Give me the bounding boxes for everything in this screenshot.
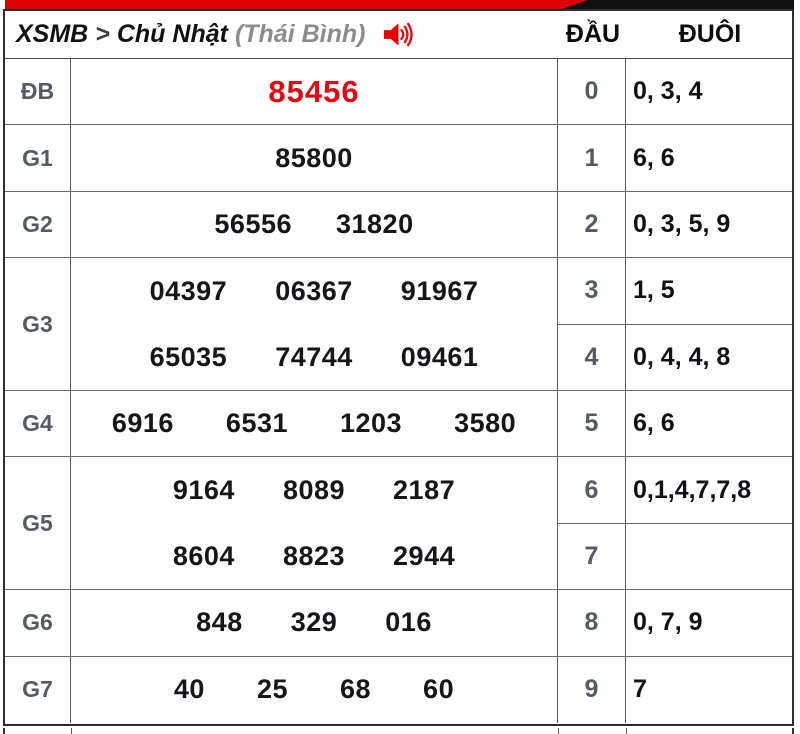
prize-number: 65035 [149, 341, 228, 372]
top-accent-bar [5, 0, 794, 9]
duoi-values-2: 0, 3, 5, 9 [626, 192, 792, 259]
prize-number-line: 6916 6531 1203 3580 [71, 408, 557, 439]
prize-values-g3: 04397 06367 91967 65035 74744 09461 [71, 258, 558, 391]
dau-digit-5: 5 [558, 391, 626, 458]
prize-number: 9164 [172, 474, 235, 505]
prize-number-line: 40 25 68 60 [71, 674, 557, 705]
prize-number: 2187 [393, 474, 456, 505]
province-label: (Thái Bình) [234, 20, 366, 48]
prize-number: 8604 [172, 540, 235, 571]
dau-digit-9: 9 [558, 656, 626, 723]
duoi-values-1: 6, 6 [626, 125, 792, 192]
prize-label-g7: G7 [5, 656, 71, 723]
duoi-values-5: 6, 6 [626, 391, 792, 458]
prize-number: 25 [256, 674, 288, 705]
dau-column-header: ĐẦU [565, 20, 621, 48]
duoi-values-0: 0, 3, 4 [626, 59, 792, 126]
speaker-icon[interactable] [382, 21, 414, 48]
prize-number: 2944 [393, 540, 456, 571]
prize-number: 40 [173, 674, 205, 705]
chevron-separator: > [95, 20, 110, 48]
prize-number-line: 9164 8089 2187 [71, 475, 557, 506]
prize-number: 56556 [214, 208, 292, 239]
duoi-values-8: 0, 7, 9 [626, 590, 792, 657]
brand-label: XSMB [16, 20, 89, 48]
special-prize-number-line: 85456 [71, 74, 557, 110]
draw-day-label: Chủ Nhật [116, 20, 228, 48]
prize-number-line: 65035 74744 09461 [71, 342, 557, 373]
prize-values-g1: 85800 [71, 125, 558, 192]
prize-number: 6916 [111, 408, 174, 439]
prize-label-g2: G2 [5, 191, 71, 259]
dau-digit-7: 7 [558, 523, 626, 591]
prize-number-line: 848 329 016 [71, 607, 557, 638]
prize-label-đb: ĐB [5, 59, 71, 126]
prize-values-g4: 6916 6531 1203 3580 [71, 391, 558, 458]
prize-number: 1203 [340, 408, 403, 439]
results-header: XSMB > Chủ Nhật (Thái Bình) ĐẦU ĐUÔI [5, 11, 792, 59]
duoi-values-7 [626, 524, 792, 591]
prize-number: 06367 [275, 275, 353, 306]
prize-number-line: 56556 31820 [71, 209, 557, 240]
prize-number: 3580 [454, 408, 517, 439]
prize-number: 91967 [400, 275, 479, 306]
dau-digit-0: 0 [558, 59, 626, 126]
prize-number: 848 [196, 607, 243, 638]
dau-digit-1: 1 [558, 125, 626, 192]
prize-number: 8823 [282, 540, 346, 571]
duoi-column-header: ĐUÔI [678, 20, 742, 48]
prize-values-g7: 40 25 68 60 [71, 656, 558, 723]
dau-digit-4: 4 [558, 324, 626, 391]
results-title: XSMB > Chủ Nhật (Thái Bình) [5, 20, 414, 49]
prize-number: 016 [385, 607, 432, 638]
prize-number: 6531 [225, 408, 288, 439]
prize-number: 74744 [275, 341, 353, 372]
prize-label-g5: G5 [5, 457, 71, 591]
results-grid: ĐB 85456 G1 85800 G2 56556 31820 G3 04397 06367 91… [5, 59, 792, 723]
prize-number-line: 8604 8823 2944 [71, 541, 557, 572]
duoi-values-4: 0, 4, 4, 8 [626, 325, 792, 391]
results-panel: XSMB > Chủ Nhật (Thái Bình) ĐẦU ĐUÔI ĐB 85… [3, 9, 794, 726]
prize-values-g6: 848 329 016 [71, 590, 558, 657]
prize-number: 85800 [275, 142, 353, 173]
prize-number: 68 [340, 674, 372, 705]
prize-number-line: 85800 [71, 143, 557, 174]
dau-digit-6: 6 [558, 457, 626, 524]
prize-number-line: 04397 06367 91967 [71, 276, 557, 307]
prize-values-đb: 85456 [71, 59, 558, 126]
prize-number: 8089 [282, 474, 346, 505]
prize-label-g4: G4 [5, 391, 71, 458]
duoi-values-6: 0,1,4,7,7,8 [626, 457, 792, 524]
prize-label-g3: G3 [5, 258, 71, 391]
dau-digit-8: 8 [558, 590, 626, 657]
prize-number: 09461 [400, 341, 479, 372]
prize-number: 85456 [268, 73, 360, 109]
next-row-cutoff [3, 728, 794, 734]
prize-number: 31820 [336, 208, 414, 239]
dau-digit-2: 2 [558, 191, 626, 259]
prize-values-g2: 56556 31820 [71, 191, 558, 259]
duoi-values-9: 7 [633, 675, 647, 704]
prize-number: 329 [290, 607, 338, 638]
prize-number: 60 [423, 674, 455, 705]
prize-label-g6: G6 [5, 590, 71, 657]
prize-number: 04397 [149, 275, 228, 306]
top-accent-bar-black [562, 0, 794, 9]
dau-digit-3: 3 [558, 258, 626, 325]
prize-label-g1: G1 [5, 125, 71, 192]
prize-values-g5: 9164 8089 2187 8604 8823 2944 [71, 457, 558, 591]
duoi-values-3: 1, 5 [626, 258, 792, 325]
